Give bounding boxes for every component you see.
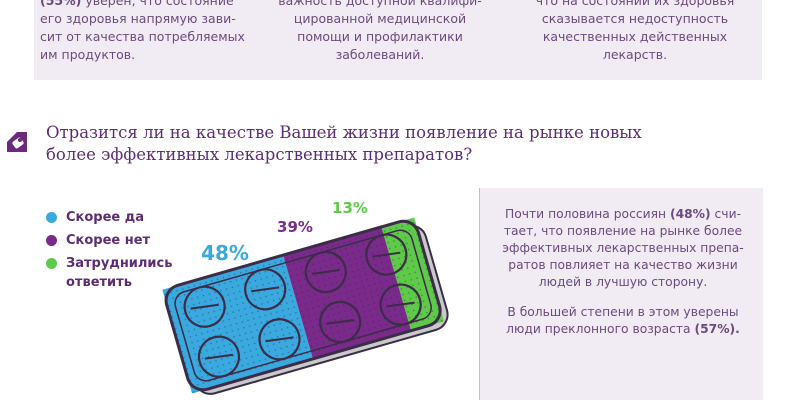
legend-item-undecided: Затруднились ответить xyxy=(46,254,216,292)
data-label: 39% xyxy=(277,218,313,236)
pill-score xyxy=(372,251,401,258)
pill xyxy=(318,300,362,344)
pill xyxy=(304,250,347,294)
top-text-1: (55%) уверен, что состояние его здоровья… xyxy=(40,0,245,62)
chart-legend: Скорее да Скорее нет Затруднились ответи… xyxy=(46,208,216,296)
survey-question: Отразится ли на качестве Вашей жизни поя… xyxy=(46,123,642,164)
legend-item-no: Скорее нет xyxy=(46,231,216,250)
info-paragraph-1: Почти половина россиян (48%) счи- тает, … xyxy=(502,207,744,289)
pill-score xyxy=(386,301,415,308)
top-info-strip xyxy=(34,0,762,80)
pill xyxy=(197,335,241,378)
blister-pack xyxy=(162,217,449,395)
info-panel xyxy=(479,188,763,400)
pill-score xyxy=(325,319,355,325)
pack-outline xyxy=(164,219,442,392)
pill-score xyxy=(265,336,294,343)
pack-inner-outline xyxy=(174,229,432,382)
pill-bottle-icon xyxy=(7,132,27,152)
legend-swatch-no xyxy=(46,235,57,246)
top-text-2: важность доступной квалифи- цированной м… xyxy=(278,0,482,62)
pack-texture xyxy=(162,217,444,394)
legend-item-yes: Скорее да xyxy=(46,208,216,227)
pill xyxy=(183,285,226,328)
pill xyxy=(365,233,408,276)
legend-swatch-undecided xyxy=(46,258,57,269)
pill-score xyxy=(311,269,340,275)
data-label: 48% xyxy=(201,241,249,265)
pill-score xyxy=(251,286,280,293)
top-text-3: что на состоянии их здоровья сказывается… xyxy=(535,0,735,62)
info-paragraph-2: В большей степени в этом уверены люди пр… xyxy=(506,305,740,336)
pill xyxy=(244,268,287,311)
legend-swatch-yes xyxy=(46,212,57,223)
pill xyxy=(258,318,301,361)
pill-score xyxy=(204,353,234,360)
data-label: 13% xyxy=(332,199,368,217)
pill-score xyxy=(190,303,219,310)
pill xyxy=(379,283,422,326)
